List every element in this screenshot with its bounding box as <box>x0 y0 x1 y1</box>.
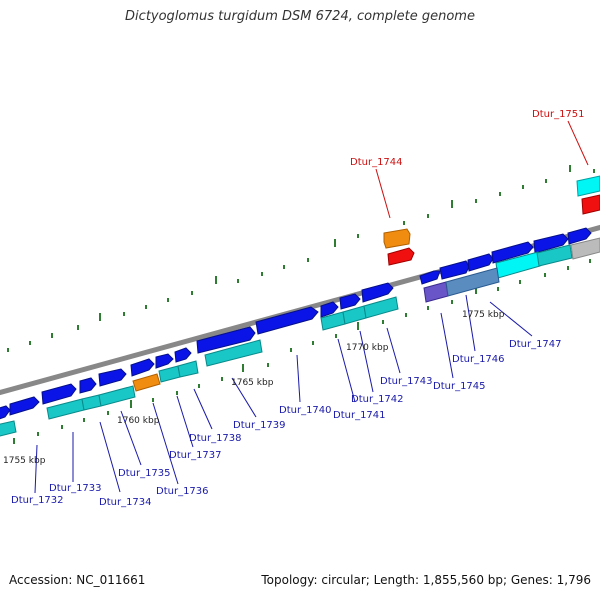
feature-orange[interactable] <box>383 228 411 249</box>
feature-orange-box[interactable] <box>132 373 161 392</box>
gene-label-dtur-1746[interactable]: Dtur_1746 <box>452 354 505 365</box>
cds-arrow[interactable] <box>9 396 40 416</box>
gene-box[interactable] <box>536 244 573 267</box>
gene-label-dtur-1747[interactable]: Dtur_1747 <box>509 339 562 350</box>
cds-arrow[interactable] <box>98 368 127 387</box>
cds-arrow[interactable] <box>174 347 192 363</box>
gene-label-dtur-1735[interactable]: Dtur_1735 <box>118 468 171 479</box>
kbp-label: 1765 kbp <box>231 378 274 388</box>
feature-purple-box[interactable] <box>423 281 449 303</box>
special-gene-features <box>132 237 600 392</box>
cds-arrow[interactable] <box>419 270 441 285</box>
gene-label-dtur-1732[interactable]: Dtur_1732 <box>11 495 64 506</box>
gene-label-dtur-1740[interactable]: Dtur_1740 <box>279 405 332 416</box>
cds-arrow[interactable] <box>439 260 470 280</box>
gene-label-dtur-1743[interactable]: Dtur_1743 <box>380 376 433 387</box>
outer-tick-marks <box>7 165 595 352</box>
feature-cyan-1751[interactable] <box>576 175 600 197</box>
cds-arrows <box>0 227 592 420</box>
gene-label-dtur-1736[interactable]: Dtur_1736 <box>156 486 209 497</box>
cds-arrow[interactable] <box>255 306 319 335</box>
cds-arrow[interactable] <box>155 353 174 369</box>
cds-arrow[interactable] <box>491 241 534 264</box>
genome-title: Dictyoglomus turgidum DSM 6724, complete… <box>125 9 475 24</box>
gene-label-dtur-1745[interactable]: Dtur_1745 <box>433 381 486 392</box>
gene-label-dtur-1742[interactable]: Dtur_1742 <box>351 394 404 405</box>
cds-arrow[interactable] <box>79 377 97 394</box>
gene-box[interactable] <box>342 305 367 325</box>
gene-box[interactable] <box>177 360 199 378</box>
cds-arrow[interactable] <box>0 405 11 420</box>
gene-label-dtur-1739[interactable]: Dtur_1739 <box>233 420 286 431</box>
gene-label-dtur-1738[interactable]: Dtur_1738 <box>189 433 242 444</box>
gene-labels: Dtur_1732 Dtur_1733 Dtur_1734 Dtur_1735 … <box>11 109 585 508</box>
feature-gray-box[interactable] <box>570 237 600 260</box>
gene-label-dtur-1741[interactable]: Dtur_1741 <box>333 410 386 421</box>
cds-arrow[interactable] <box>533 233 569 254</box>
kbp-labels: 1755 kbp 1760 kbp 1765 kbp 1770 kbp 1775… <box>3 310 505 466</box>
gene-box[interactable] <box>98 385 136 407</box>
kbp-label: 1770 kbp <box>346 343 389 353</box>
gene-box[interactable] <box>204 339 263 367</box>
gene-label-dtur-1734[interactable]: Dtur_1734 <box>99 497 152 508</box>
gene-box[interactable] <box>46 398 85 420</box>
feature-red-1751[interactable] <box>581 194 600 215</box>
gene-label-dtur-1733[interactable]: Dtur_1733 <box>49 483 102 494</box>
genome-summary-text: Topology: circular; Length: 1,855,560 bp… <box>261 573 591 587</box>
gene-box[interactable] <box>0 420 17 437</box>
inner-tick-marks <box>13 259 591 444</box>
accession-text: Accession: NC_011661 <box>9 573 146 587</box>
cds-arrow[interactable] <box>320 301 339 318</box>
gene-box[interactable] <box>363 296 399 319</box>
forward-strand-features <box>383 175 600 266</box>
gene-label-dtur-1751[interactable]: Dtur_1751 <box>532 109 585 120</box>
cds-arrow[interactable] <box>339 293 361 310</box>
gene-box[interactable] <box>158 365 181 383</box>
cds-arrow[interactable] <box>130 358 155 377</box>
kbp-label: 1760 kbp <box>117 416 160 426</box>
feature-steel-box[interactable] <box>445 267 500 297</box>
label-leader-lines <box>34 120 589 494</box>
kbp-label: 1755 kbp <box>3 456 46 466</box>
cds-arrow[interactable] <box>567 227 592 245</box>
cds-arrow[interactable] <box>196 326 256 354</box>
gene-label-dtur-1744[interactable]: Dtur_1744 <box>350 157 403 168</box>
cds-arrow[interactable] <box>41 383 77 405</box>
gene-label-dtur-1737[interactable]: Dtur_1737 <box>169 450 222 461</box>
gene-box[interactable] <box>81 394 102 411</box>
cds-arrow[interactable] <box>467 253 494 272</box>
gene-boxes <box>0 244 573 437</box>
cds-arrow[interactable] <box>361 282 394 303</box>
feature-red[interactable] <box>387 247 415 266</box>
kbp-label: 1775 kbp <box>462 310 505 320</box>
